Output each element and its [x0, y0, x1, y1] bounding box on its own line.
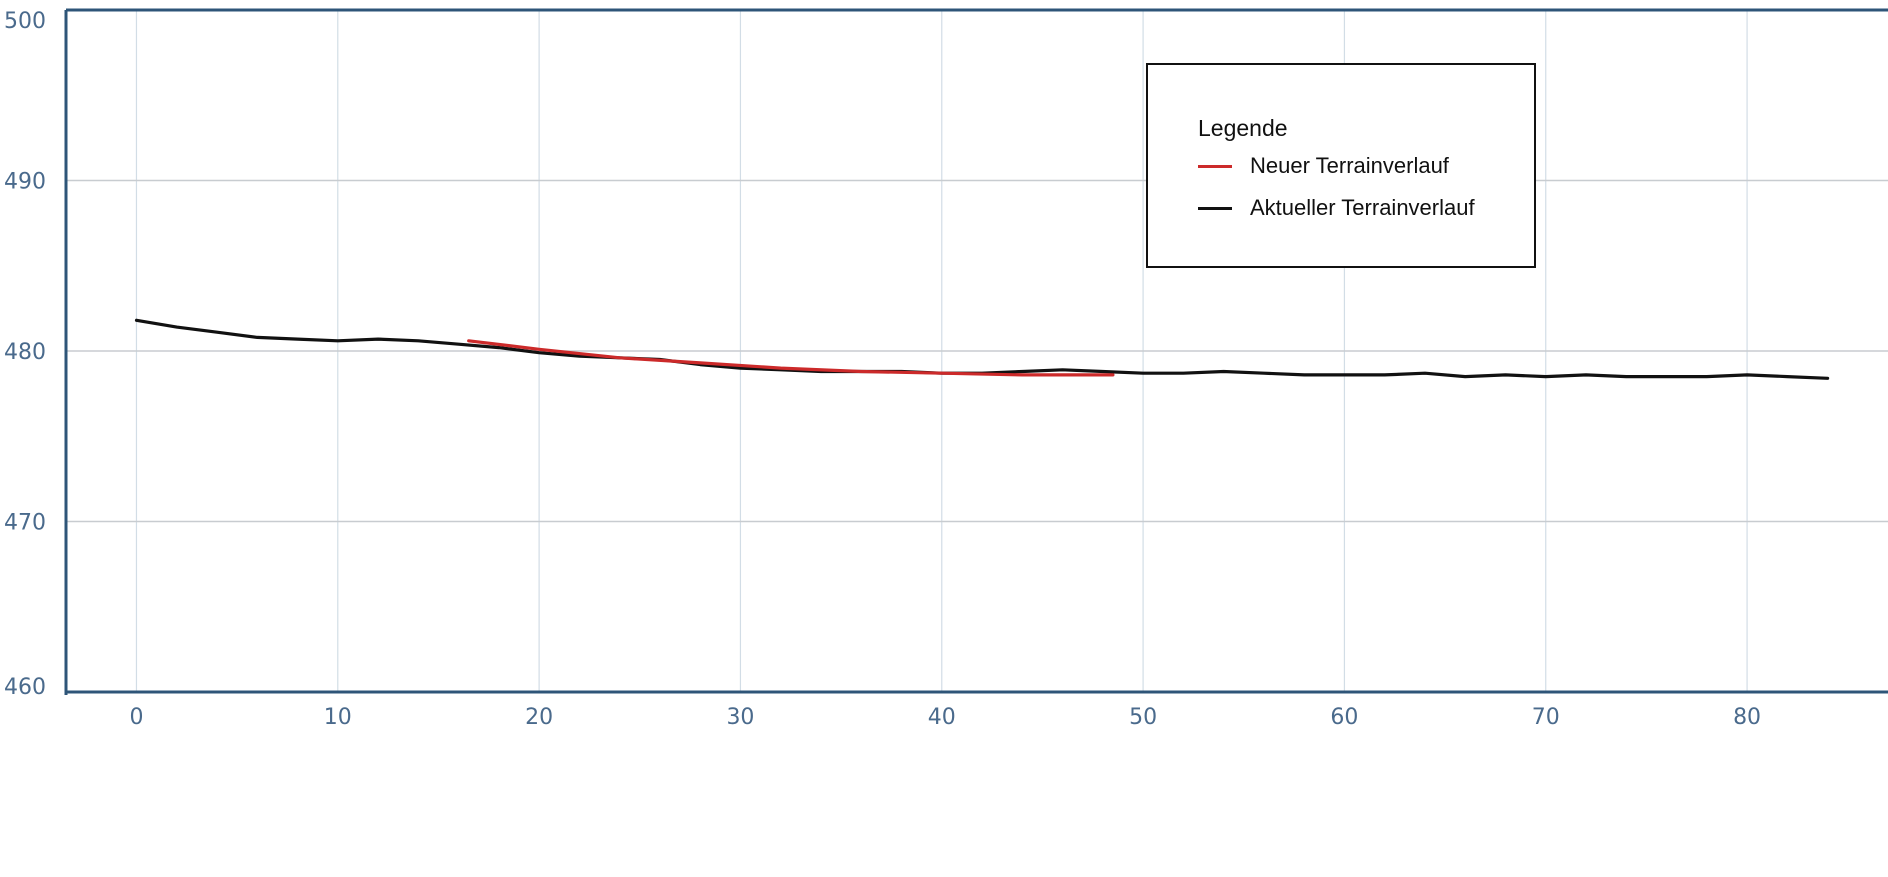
x-tick-label: 80 [1733, 705, 1761, 730]
x-tick-label: 0 [129, 705, 143, 730]
x-tick-label: 30 [726, 705, 754, 730]
x-tick-label: 50 [1129, 705, 1157, 730]
series-lines [134, 318, 1830, 380]
legend-item-current-terrain: Aktueller Terrainverlauf [1198, 195, 1475, 221]
series-line-new-terrain [467, 339, 1115, 377]
y-tick-label: 470 [4, 511, 46, 536]
x-tick-label: 40 [928, 705, 956, 730]
legend-swatch-black [1198, 206, 1232, 210]
x-tick-label: 70 [1532, 705, 1560, 730]
tick-labels: 0 10 20 30 40 50 60 70 80 460 470 480 490 500 [4, 9, 1761, 730]
y-tick-label: 500 [4, 9, 46, 34]
plot-frame [64, 8, 1888, 695]
legend-swatch-red [1198, 164, 1232, 168]
y-tick-label: 490 [4, 170, 46, 195]
x-tick-label: 60 [1330, 705, 1358, 730]
legend-label-new-terrain: Neuer Terrainverlauf [1250, 153, 1449, 178]
x-tick-label: 20 [525, 705, 553, 730]
legend-item-new-terrain: Neuer Terrainverlauf [1198, 153, 1449, 179]
x-tick-label: 10 [324, 705, 352, 730]
y-tick-label: 460 [4, 675, 46, 700]
y-tick-label: 480 [4, 340, 46, 365]
legend: Legende Neuer Terrainverlauf Aktueller T… [1146, 63, 1536, 268]
legend-title: Legende [1198, 115, 1288, 141]
legend-label-current-terrain: Aktueller Terrainverlauf [1250, 195, 1475, 220]
